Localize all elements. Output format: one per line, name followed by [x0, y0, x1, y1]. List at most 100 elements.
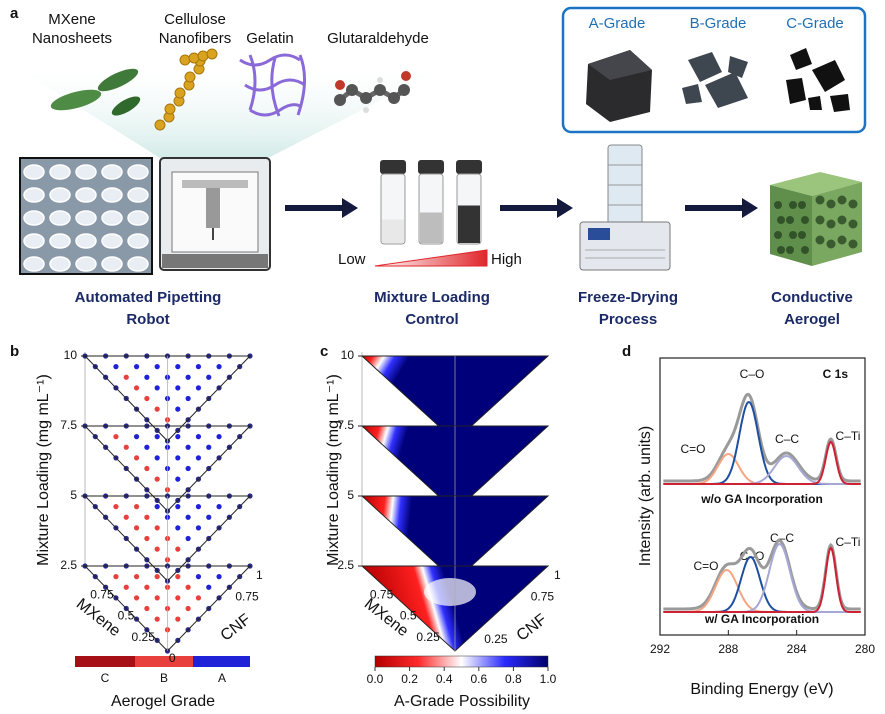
colorbar — [374, 655, 549, 668]
cnf-icon — [154, 48, 218, 131]
robot-photo — [182, 180, 248, 188]
grade-dot — [154, 616, 160, 622]
grade-dot — [175, 364, 181, 370]
grade-dot — [133, 455, 140, 461]
grade-dot — [133, 385, 140, 391]
arrows — [500, 198, 573, 218]
peak-label: C–Ti — [836, 535, 861, 549]
peak-label: C=O — [693, 559, 718, 573]
colorbar-tick-label: 1.0 — [540, 672, 557, 686]
colorbar-label: A-Grade Possibility — [394, 693, 530, 710]
panel-d: d Intensity (arb. units) Binding Energy … — [622, 343, 875, 698]
robot-photo — [206, 188, 220, 228]
gelatin-icon — [248, 54, 306, 117]
grade-dot — [175, 616, 181, 622]
mxene-icon — [97, 68, 139, 92]
tick-label: 0.75 — [370, 587, 394, 601]
y-tick-label: 5 — [347, 488, 354, 502]
step-label: Aerogel — [784, 311, 840, 328]
grade-dot — [195, 385, 202, 391]
grade-dot — [154, 525, 160, 531]
aerogel-photos — [786, 48, 850, 112]
aerogel-cube — [770, 172, 862, 266]
tick-label: 0.25 — [132, 630, 156, 644]
grade-dot — [123, 514, 129, 520]
peak-fit — [663, 546, 861, 613]
pore — [815, 235, 825, 245]
grade-dot — [185, 584, 191, 590]
grade-box — [561, 6, 867, 134]
tube — [23, 233, 45, 249]
grade-dot — [195, 455, 202, 461]
tick-label: 1 — [256, 568, 263, 582]
tube — [127, 233, 149, 249]
peak-label: C–Ti — [836, 429, 861, 443]
mxene-icon — [50, 68, 141, 116]
grade-label: C-Grade — [786, 15, 844, 32]
pore — [789, 201, 797, 209]
x-axis-label: Binding Energy (eV) — [690, 681, 833, 698]
grade-dot — [175, 595, 181, 601]
x-tick-label: 284 — [787, 642, 807, 656]
grade-dot — [113, 504, 119, 510]
pore — [777, 216, 785, 224]
grade-dot — [175, 455, 181, 461]
pore — [848, 219, 858, 229]
ga-icon — [401, 71, 411, 81]
grade-dot — [195, 574, 202, 580]
grade-dot — [175, 546, 181, 552]
pore — [826, 239, 836, 249]
robot-photo — [162, 254, 268, 268]
panel-label: b — [10, 343, 19, 360]
step-label: Robot — [126, 311, 169, 328]
tick-label: 0 — [169, 651, 176, 665]
step-label: Automated Pipetting — [75, 289, 222, 306]
vial-liquid — [420, 212, 442, 243]
ga-icon — [334, 94, 346, 106]
y-tick-label: 2.5 — [337, 558, 354, 572]
tube — [101, 233, 123, 249]
tick-label: 0.5 — [118, 609, 135, 623]
grade-dot — [195, 434, 202, 440]
tube — [127, 210, 149, 226]
bead — [164, 103, 176, 115]
tube — [101, 164, 123, 180]
heat-blob — [424, 578, 476, 606]
y-tick-label: 7.5 — [337, 418, 354, 432]
colorbar-tick-label: 0.8 — [505, 672, 522, 686]
x-tick-label: 288 — [718, 642, 738, 656]
grade-dot — [113, 434, 119, 440]
panel-a: a MXene Nanosheets Cellulose Nanofibers … — [10, 5, 867, 328]
y-tick-label: 2.5 — [60, 558, 77, 572]
aerogel-photos — [586, 48, 850, 122]
ga-icon — [360, 92, 372, 104]
panel-b: b Mixture Loading (mg mL⁻¹) MXene CNF C … — [10, 343, 263, 710]
tube — [49, 164, 71, 180]
peak-label: C=O — [680, 442, 705, 456]
tube — [75, 233, 97, 249]
grade-dot — [195, 595, 202, 601]
grade-dot — [144, 374, 150, 380]
grade-dot — [185, 605, 191, 612]
material-label: Glutaraldehyde — [327, 30, 429, 47]
pore — [774, 201, 782, 209]
grade-dot — [175, 406, 181, 412]
pore — [798, 201, 806, 209]
vial-liquid — [458, 205, 480, 243]
legend-label: B — [160, 671, 168, 685]
colorbar-tick-label: 0.4 — [436, 672, 453, 686]
grade-dot — [185, 465, 191, 472]
legend-swatch — [135, 656, 193, 667]
pore — [826, 219, 836, 229]
grade-dot — [144, 395, 150, 402]
tube — [101, 210, 123, 226]
grade-dot — [185, 444, 191, 450]
tube — [101, 256, 123, 272]
legend-swatch — [193, 656, 250, 667]
ramp-label: Low — [338, 251, 366, 268]
vial-cap — [418, 160, 444, 174]
pore — [789, 231, 797, 239]
tube — [127, 256, 149, 272]
arrows — [285, 198, 758, 218]
